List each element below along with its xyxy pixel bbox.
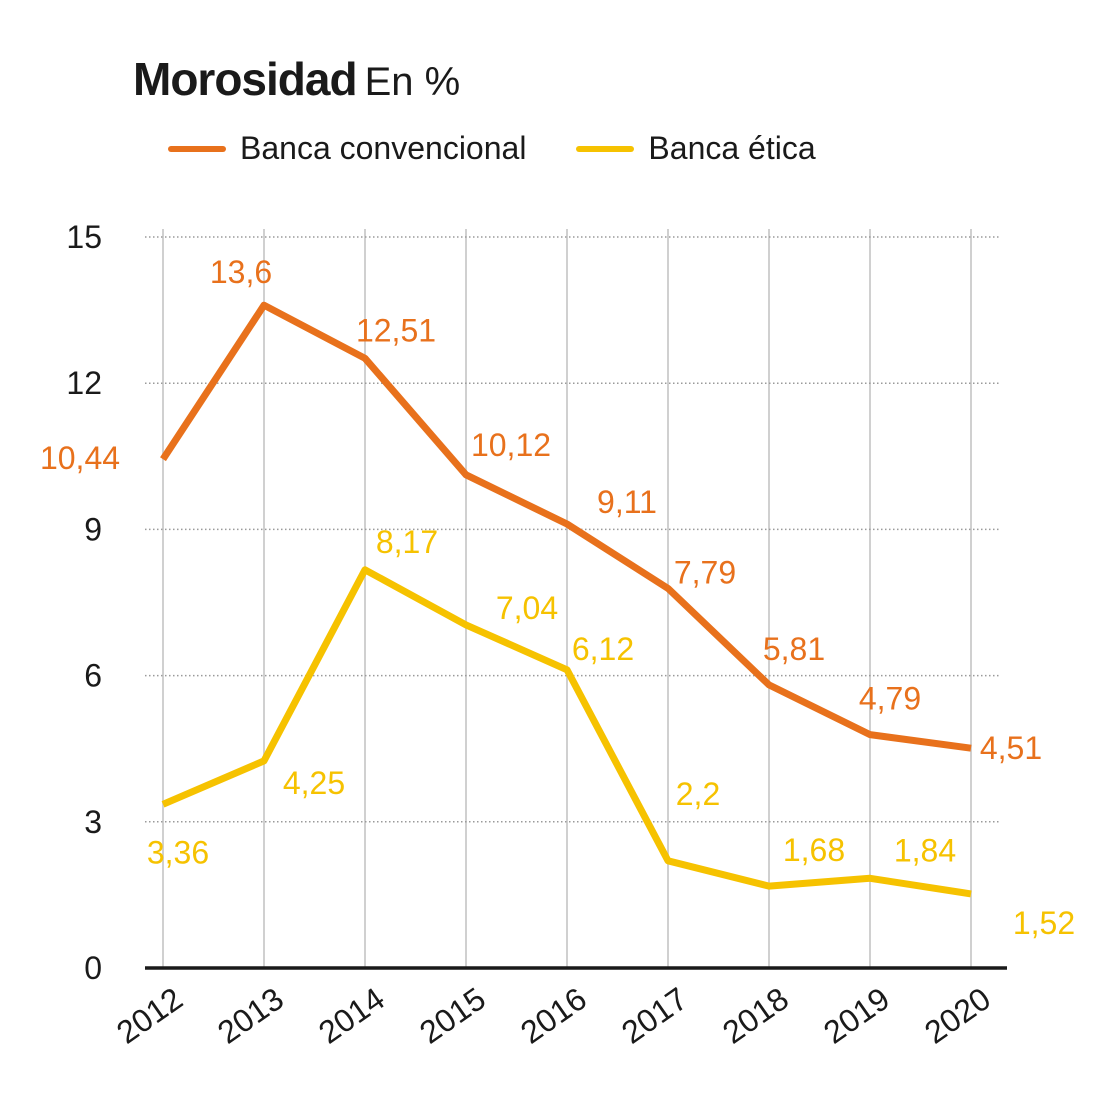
- data-label-ethical-2012: 3,36: [147, 834, 209, 870]
- data-label-ethical-2019: 1,84: [894, 832, 956, 868]
- data-label-conventional-2017: 7,79: [674, 554, 736, 590]
- legend-swatch-ethical: [576, 145, 635, 152]
- chart-subtitle: En %: [364, 60, 461, 104]
- data-label-ethical-2018: 1,68: [783, 832, 845, 868]
- chart-title: Morosidad: [133, 53, 358, 105]
- data-label-ethical-2013: 4,25: [283, 765, 345, 801]
- data-label-ethical-2014: 8,17: [376, 524, 438, 560]
- data-label-ethical-2020: 1,52: [1013, 905, 1075, 941]
- legend-label-conventional: Banca convencional: [240, 130, 527, 166]
- y-tick-label-6: 6: [84, 658, 102, 694]
- x-tick-label-2018: 2018: [716, 980, 795, 1050]
- data-label-conventional-2012: 10,44: [40, 440, 120, 476]
- x-tick-label-2016: 2016: [514, 980, 593, 1050]
- data-label-ethical-2017: 2,2: [676, 776, 720, 812]
- legend-swatch-conventional: [168, 145, 226, 152]
- data-label-conventional-2013: 13,6: [210, 254, 272, 290]
- y-tick-label-15: 15: [66, 219, 102, 255]
- data-label-ethical-2016: 6,12: [572, 631, 634, 667]
- legend-label-ethical: Banca ética: [648, 130, 816, 166]
- x-tick-label-2015: 2015: [413, 980, 492, 1050]
- data-label-conventional-2019: 4,79: [859, 681, 921, 717]
- x-tick-label-2013: 2013: [211, 980, 290, 1050]
- x-tick-label-2014: 2014: [312, 980, 391, 1050]
- legend: Banca convencional Banca ética: [168, 130, 816, 167]
- x-tick-label-2019: 2019: [817, 980, 896, 1050]
- chart-title-block: Morosidad En %: [133, 52, 460, 106]
- data-label-conventional-2015: 10,12: [471, 427, 551, 463]
- y-tick-label-12: 12: [66, 365, 102, 401]
- series-line-ethical: [161, 566, 972, 898]
- data-label-conventional-2020: 4,51: [980, 730, 1042, 766]
- legend-item-ethical: Banca ética: [576, 130, 816, 167]
- series-line-conventional: [160, 301, 972, 752]
- legend-item-conventional: Banca convencional: [168, 130, 526, 167]
- x-tick-label-2020: 2020: [918, 980, 997, 1050]
- y-tick-label-3: 3: [84, 804, 102, 840]
- data-label-ethical-2015: 7,04: [496, 590, 558, 626]
- y-tick-label-0: 0: [84, 950, 102, 986]
- data-label-conventional-2014: 12,51: [356, 312, 436, 348]
- data-label-conventional-2018: 5,81: [763, 631, 825, 667]
- data-label-conventional-2016: 9,11: [597, 484, 657, 520]
- x-tick-label-2017: 2017: [615, 980, 694, 1050]
- y-tick-label-9: 9: [84, 511, 102, 547]
- x-tick-label-2012: 2012: [110, 980, 189, 1050]
